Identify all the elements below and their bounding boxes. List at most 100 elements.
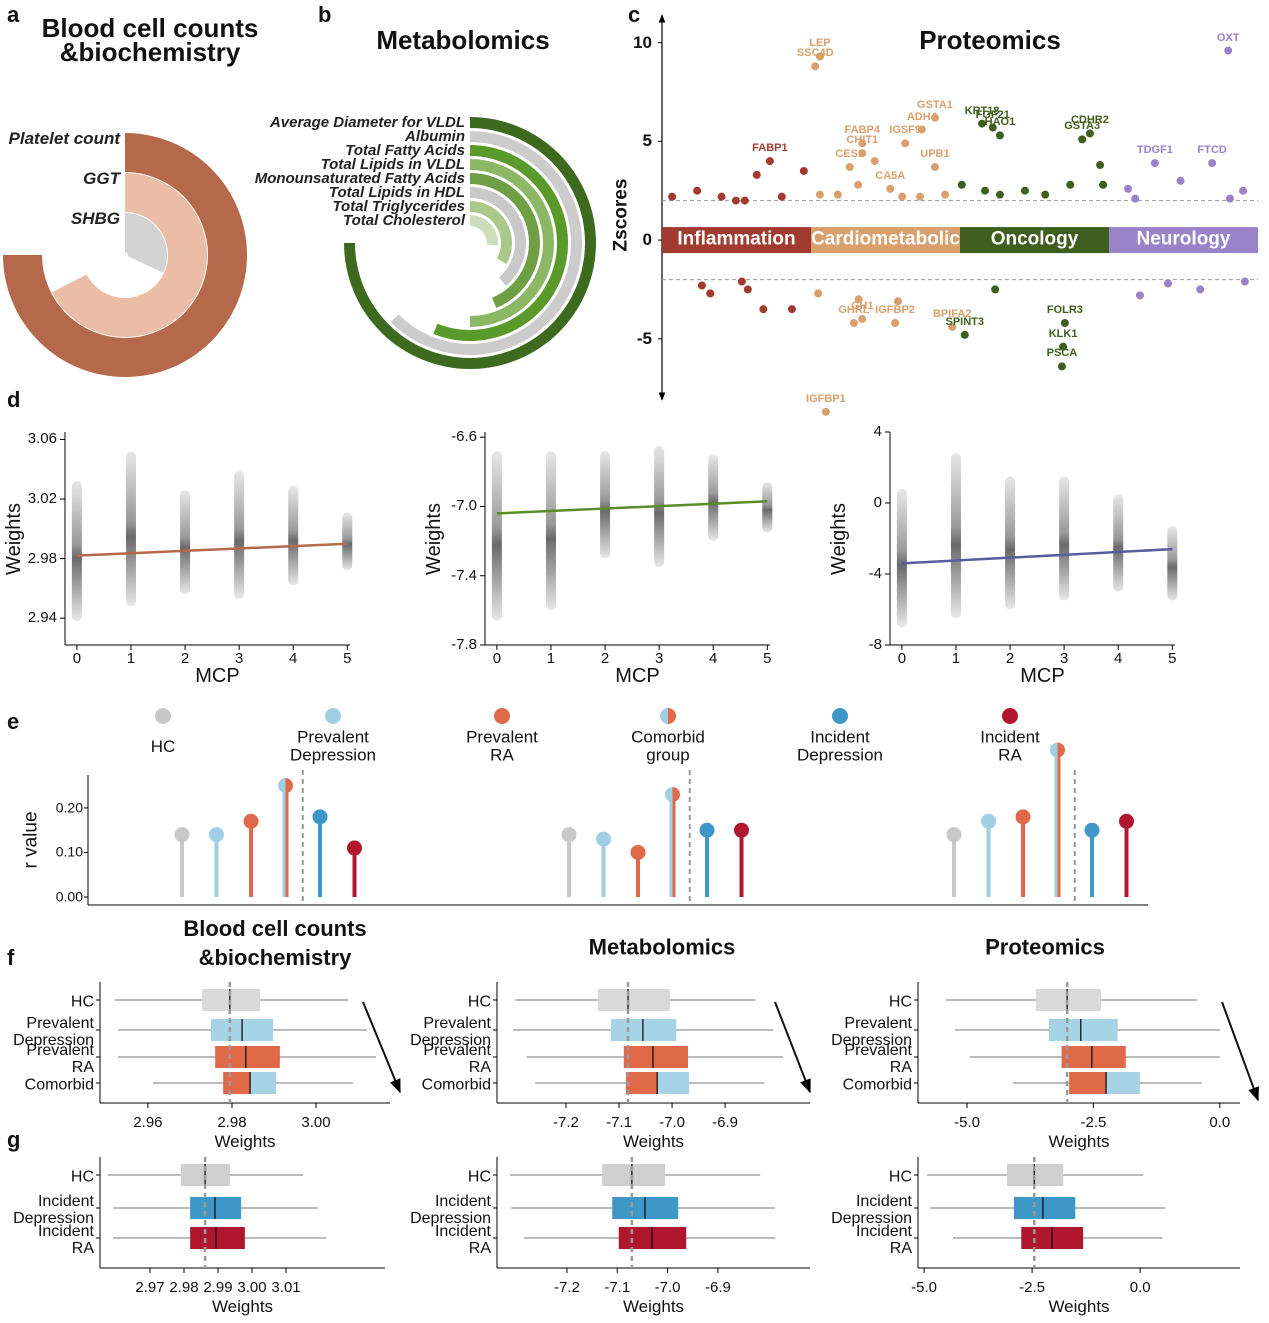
point (917, 125, 926, 134)
x-tick-label: 2 (180, 649, 190, 667)
point-strip (342, 512, 353, 571)
x-tick-label: 5 (343, 649, 352, 667)
x-tick-label: -7.0 (654, 1278, 681, 1296)
chart-title: Metabolomics (588, 934, 736, 960)
trend-arrow (362, 1001, 401, 1094)
point (978, 119, 987, 128)
lollipop-head (665, 787, 673, 803)
point (849, 319, 858, 327)
point (814, 289, 823, 298)
point (995, 131, 1004, 140)
ring-label: Total Fatty Acids (345, 141, 465, 159)
y-tick-label: -5 (636, 328, 652, 348)
point (787, 305, 796, 314)
ring-label: Monounsaturated Fatty Acids (254, 169, 465, 187)
lollipop-head (312, 809, 328, 825)
point (1224, 46, 1233, 55)
lollipop-head (946, 827, 962, 843)
y-tick-label: Comorbid (421, 1076, 491, 1094)
x-tick-label: 3.00 (301, 1113, 331, 1131)
legend-marker (325, 708, 341, 724)
category-band (662, 227, 811, 254)
point (1196, 285, 1205, 294)
panel-label: e (7, 709, 20, 735)
point (668, 192, 677, 201)
point (1164, 279, 1173, 288)
lollipop-head (285, 778, 294, 794)
point-label: PSCA (1046, 347, 1078, 360)
ring-bar (390, 131, 582, 355)
panel-label: b (318, 2, 332, 28)
point (1057, 362, 1066, 371)
x-tick-label: -2.5 (1019, 1278, 1046, 1296)
y-tick-label: HC (467, 993, 491, 1011)
point-strip (71, 481, 82, 622)
legend-label: Inflammation (677, 228, 796, 250)
box (611, 1019, 677, 1041)
box (623, 1046, 688, 1068)
category-band (960, 227, 1109, 254)
x-tick-label: -5.0 (911, 1278, 937, 1296)
y-tick-label: HC (467, 1168, 491, 1186)
point-label: CES1 (835, 148, 865, 161)
panel-label: a (7, 2, 20, 28)
point (898, 192, 907, 201)
y-tick-label: 0 (873, 493, 882, 511)
x-tick-label: 4 (289, 649, 298, 667)
x-tick-label: 2.99 (203, 1278, 233, 1296)
lollipop-head (347, 840, 362, 856)
box (1048, 1019, 1118, 1041)
fit-line (901, 547, 1173, 565)
y-tick-label: Prevalent Depression (13, 1015, 94, 1049)
legend-label: Cardiometabolic (811, 228, 960, 250)
x-tick-label: 2.98 (217, 1113, 247, 1131)
point-strip (1005, 476, 1016, 610)
y-tick-label: -7.8 (451, 635, 477, 653)
point-label: GSTA1 (917, 98, 953, 111)
point-strip (1059, 476, 1070, 601)
x-tick-label: 0.0 (1129, 1278, 1151, 1296)
point (799, 166, 808, 175)
trend-arrow (1221, 1001, 1259, 1102)
point-strip (125, 451, 136, 607)
ring-label: Platelet count (8, 128, 120, 148)
point (886, 184, 895, 193)
point (833, 190, 842, 199)
ring-label: Total Cholesterol (343, 211, 465, 229)
point (759, 305, 768, 314)
x-tick-label: -6.9 (704, 1278, 731, 1296)
lollipop-head (630, 844, 646, 860)
x-axis-label: Weights (1048, 1296, 1110, 1316)
point (870, 157, 879, 166)
y-tick-label: 4 (873, 422, 882, 440)
point (765, 157, 774, 166)
lollipop-head (243, 813, 259, 829)
y-tick-label: Incident Depression (13, 1193, 94, 1227)
x-tick-label: 3.01 (271, 1278, 301, 1296)
x-tick-label: -7.2 (553, 1113, 579, 1131)
y-tick-label: 0.10 (55, 843, 83, 860)
x-tick-label: -7.2 (554, 1278, 580, 1296)
ring-bar (51, 173, 208, 337)
legend-label: HC (150, 736, 176, 756)
ring-label: Average Diameter for VLDL (269, 113, 465, 131)
box (1035, 989, 1101, 1011)
x-tick-label: 0.0 (1209, 1113, 1231, 1131)
y-tick-label: -8 (868, 635, 882, 653)
point (752, 170, 761, 179)
point-strip (234, 470, 245, 599)
point-strip (600, 451, 611, 559)
x-tick-label: 5 (763, 649, 772, 667)
lollipop-head (561, 827, 577, 843)
point (981, 186, 990, 195)
point (845, 163, 854, 172)
point-label: OXT (1216, 31, 1240, 44)
y-tick-label: Prevalent RA (423, 1042, 491, 1076)
x-tick-label: 2.97 (135, 1278, 165, 1296)
point-label: SSC4D (796, 47, 834, 60)
y-tick-label: Comorbid (24, 1076, 94, 1094)
ring-bar (470, 173, 540, 308)
ring-bar (3, 133, 247, 377)
point (811, 62, 820, 71)
